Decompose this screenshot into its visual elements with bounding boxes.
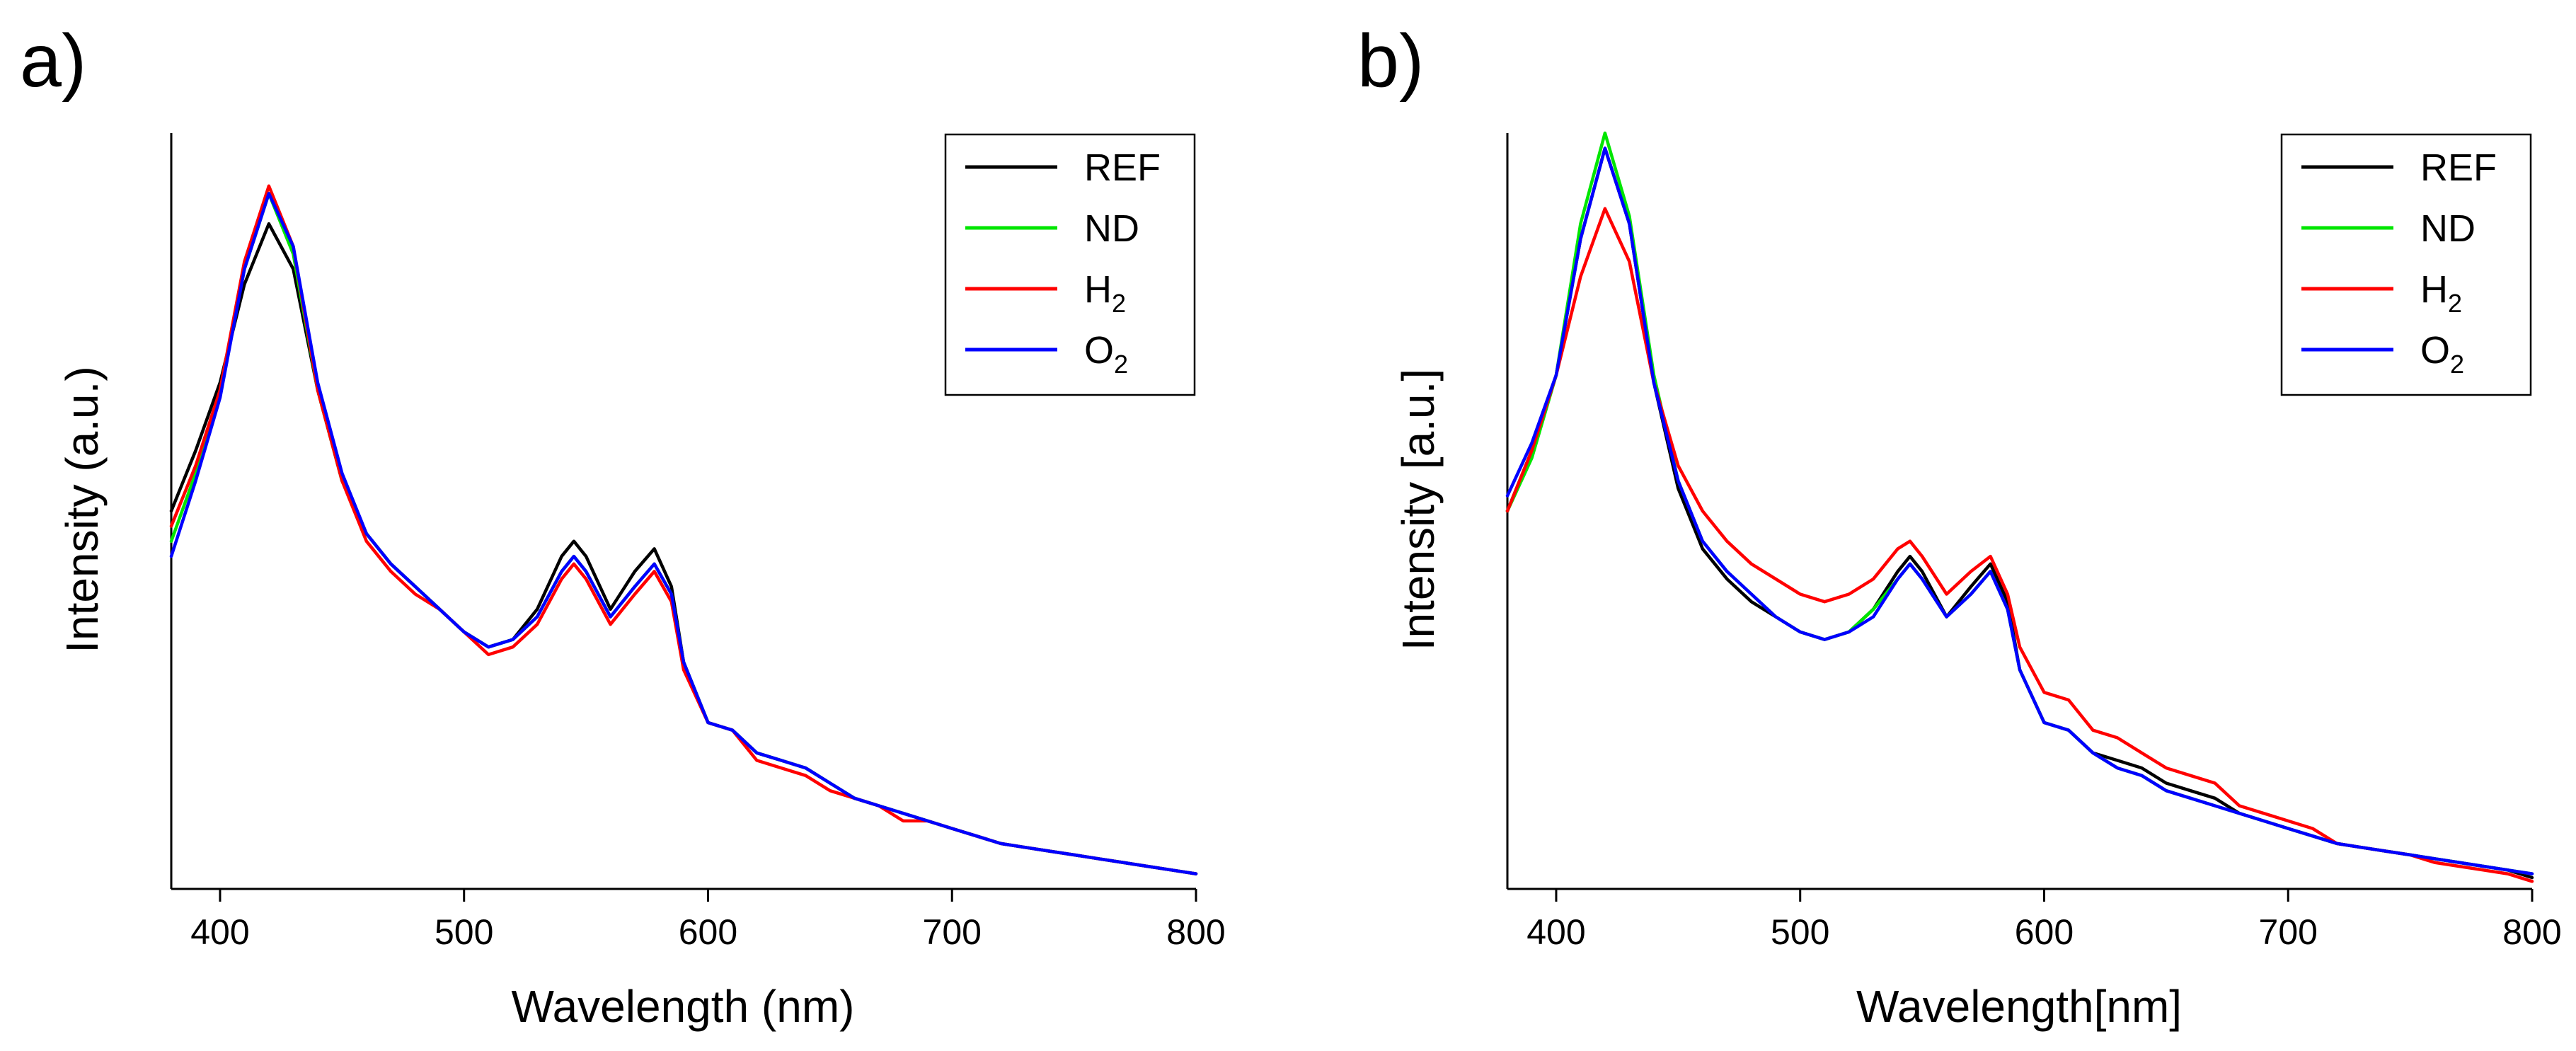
legend-box-a xyxy=(944,133,1196,396)
chart-marks-a: 400 500 600 700 800 REF ND H2 O2 xyxy=(169,133,1226,952)
x-tick-label-a-600: 600 xyxy=(679,912,737,952)
y-axis-title-b: Intensity [a.u.] xyxy=(1393,369,1444,650)
legend-label-a-o2: O2 xyxy=(1084,329,1128,379)
chart-panel-b: b) Intensity [a.u.] Wavelength[nm] 400 50… xyxy=(1357,19,2562,1032)
x-axis-title-a: Wavelength (nm) xyxy=(512,981,855,1032)
chart-panel-a: a) Intensity (a.u.) Wavelength (nm) 400 5… xyxy=(20,19,1226,1032)
x-tick-label-a-800: 800 xyxy=(1166,912,1225,952)
x-tick-label-a-500: 500 xyxy=(435,912,493,952)
series-line-a-o2 xyxy=(169,192,1198,875)
series-line-b-o2 xyxy=(1505,147,2534,875)
panel-label-b: b) xyxy=(1357,19,1424,103)
legend-box-b xyxy=(2280,133,2532,396)
legend-label-a-h2: H2 xyxy=(1084,268,1126,318)
legend-label-a-ref: REF xyxy=(1084,147,1161,189)
chart-marks-b: 400 500 600 700 800 REF ND H2 O2 xyxy=(1505,131,2562,952)
legend-label-b-nd: ND xyxy=(2420,207,2476,250)
x-tick-label-a-700: 700 xyxy=(923,912,982,952)
y-axis-title-a: Intensity (a.u.) xyxy=(57,366,108,653)
x-tick-label-b-400: 400 xyxy=(1526,912,1585,952)
panel-label-a: a) xyxy=(20,19,86,103)
legend-label-b-h2: H2 xyxy=(2420,268,2462,318)
legend-label-b-o2: O2 xyxy=(2420,329,2464,379)
x-tick-label-b-700: 700 xyxy=(2259,912,2318,952)
x-axis-title-b: Wavelength[nm] xyxy=(1856,981,2182,1032)
x-tick-label-b-500: 500 xyxy=(1771,912,1829,952)
legend-label-b-ref: REF xyxy=(2420,147,2497,189)
x-tick-label-b-800: 800 xyxy=(2502,912,2561,952)
x-tick-label-b-600: 600 xyxy=(2015,912,2074,952)
legend-label-a-nd: ND xyxy=(1084,207,1139,250)
x-tick-label-a-400: 400 xyxy=(190,912,249,952)
